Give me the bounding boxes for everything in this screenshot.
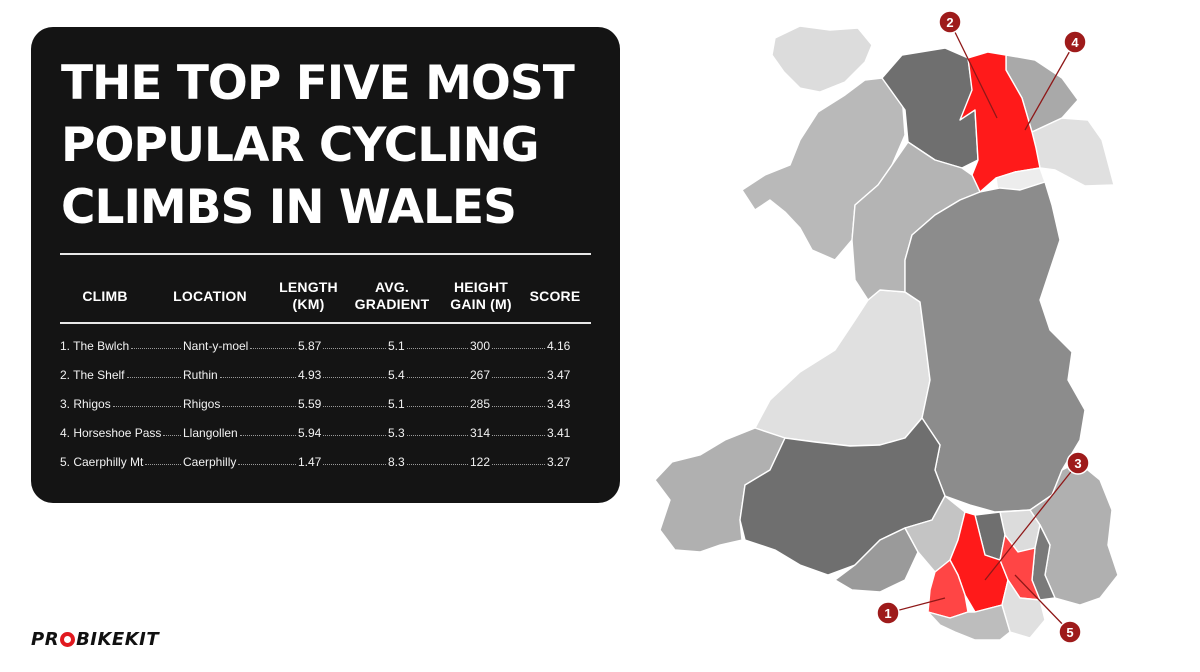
cell-location: Caerphilly: [183, 455, 237, 469]
marker-2-icon: [938, 10, 962, 34]
map-region-anglesey: [771, 25, 873, 93]
dotted-leader: [127, 377, 181, 378]
dotted-leader: [238, 464, 296, 465]
marker-4-icon: [1063, 30, 1087, 54]
marker-1-icon: [876, 601, 900, 625]
table-row: 5. Caerphilly Mt Caerphilly 1.47 8.3 122 3.27: [60, 451, 591, 473]
dotted-leader: [492, 464, 545, 465]
cell-climb: 1. The Bwlch: [60, 339, 130, 353]
cell-gradient: 5.3: [388, 426, 405, 440]
cell-length: 5.94: [298, 426, 322, 440]
cell-length: 5.87: [298, 339, 322, 353]
header-length: LENGTH (KM): [279, 279, 338, 312]
header-divider: [60, 322, 591, 324]
title-line-3: CLIMBS IN WALES: [61, 180, 517, 235]
cell-score: 3.43: [547, 397, 571, 411]
dotted-leader: [407, 464, 468, 465]
cell-score: 4.16: [547, 339, 571, 353]
cell-score: 3.41: [547, 426, 571, 440]
dotted-leader: [407, 348, 468, 349]
header-gradient: AVG. GRADIENT: [354, 279, 430, 312]
dotted-leader: [240, 435, 296, 436]
dotted-leader: [222, 406, 296, 407]
cell-length: 5.59: [298, 397, 322, 411]
cell-score: 3.47: [547, 368, 571, 382]
table-row: 4. Horseshoe Pass Llangollen 5.94 5.3 314 3.4…: [60, 422, 591, 444]
cell-height: 122: [470, 455, 491, 469]
dotted-leader: [492, 406, 545, 407]
title-line-1: THE TOP FIVE MOST: [61, 56, 575, 111]
cell-length: 4.93: [298, 368, 322, 382]
cell-score: 3.27: [547, 455, 571, 469]
dotted-leader: [323, 464, 386, 465]
cell-height: 314: [470, 426, 491, 440]
map-region-wrexham: [1031, 117, 1115, 187]
cell-climb: 4. Horseshoe Pass: [60, 426, 162, 440]
dotted-leader: [323, 406, 386, 407]
cell-climb: 5. Caerphilly Mt: [60, 455, 144, 469]
dotted-leader: [492, 377, 545, 378]
dotted-leader: [323, 348, 386, 349]
dotted-leader: [250, 348, 296, 349]
cell-height: 300: [470, 339, 491, 353]
cell-gradient: 5.1: [388, 397, 405, 411]
table-row: 3. Rhigos Rhigos 5.59 5.1 285 3.43: [60, 393, 591, 415]
map-region-cardiff: [1001, 579, 1046, 639]
dotted-leader: [163, 435, 181, 436]
marker-5-icon: [1058, 620, 1082, 644]
brand-logo: PR BIKEKIT: [31, 629, 160, 650]
header-score: SCORE: [529, 287, 581, 304]
cell-height: 267: [470, 368, 491, 382]
cell-gradient: 8.3: [388, 455, 405, 469]
cell-climb: 2. The Shelf: [60, 368, 125, 382]
cell-climb: 3. Rhigos: [60, 397, 111, 411]
dotted-leader: [407, 377, 468, 378]
dotted-leader: [113, 406, 181, 407]
cell-gradient: 5.1: [388, 339, 405, 353]
dotted-leader: [323, 377, 386, 378]
cell-location: Ruthin: [183, 368, 218, 382]
dotted-leader: [492, 435, 545, 436]
marker-4-label: 4: [1071, 35, 1079, 50]
header-climb: CLIMB: [82, 287, 128, 304]
map-region-vale: [927, 604, 1011, 641]
dotted-leader: [220, 377, 296, 378]
title-line-2: POPULAR CYCLING: [61, 118, 540, 173]
map-markers: [876, 10, 1090, 644]
cell-length: 1.47: [298, 455, 322, 469]
brand-o-icon: [60, 632, 76, 647]
dotted-leader: [145, 464, 181, 465]
infographic-title: THE TOP FIVE MOST POPULAR CYCLING CLIMBS…: [61, 53, 591, 239]
dotted-leader: [131, 348, 181, 349]
table-row: 2. The Shelf Ruthin 4.93 5.4 267 3.47: [60, 364, 591, 386]
cell-gradient: 5.4: [388, 368, 405, 382]
table-row: 1. The Bwlch Nant-y-moel 5.87 5.1 300 4.16: [60, 335, 591, 357]
map-region-ceredigion: [754, 289, 931, 447]
marker-1-label: 1: [884, 606, 891, 621]
cell-location: Llangollen: [183, 426, 238, 440]
dotted-leader: [407, 435, 468, 436]
dotted-leader: [323, 435, 386, 436]
title-divider: [60, 253, 591, 255]
cell-location: Rhigos: [183, 397, 221, 411]
header-location: LOCATION: [173, 287, 247, 304]
cell-height: 285: [470, 397, 491, 411]
marker-3-icon: [1066, 451, 1090, 475]
map-region-swansea: [834, 527, 919, 593]
info-card: THE TOP FIVE MOST POPULAR CYCLING CLIMBS…: [31, 27, 620, 503]
dotted-leader: [492, 348, 545, 349]
wales-map: 2 4 3 1 5: [654, 10, 1119, 644]
marker-5-label: 5: [1066, 625, 1073, 640]
header-height: HEIGHT GAIN (M): [450, 279, 512, 312]
marker-3-label: 3: [1074, 456, 1081, 471]
dotted-leader: [407, 406, 468, 407]
cell-location: Nant-y-moel: [183, 339, 249, 353]
marker-2-label: 2: [946, 15, 953, 30]
